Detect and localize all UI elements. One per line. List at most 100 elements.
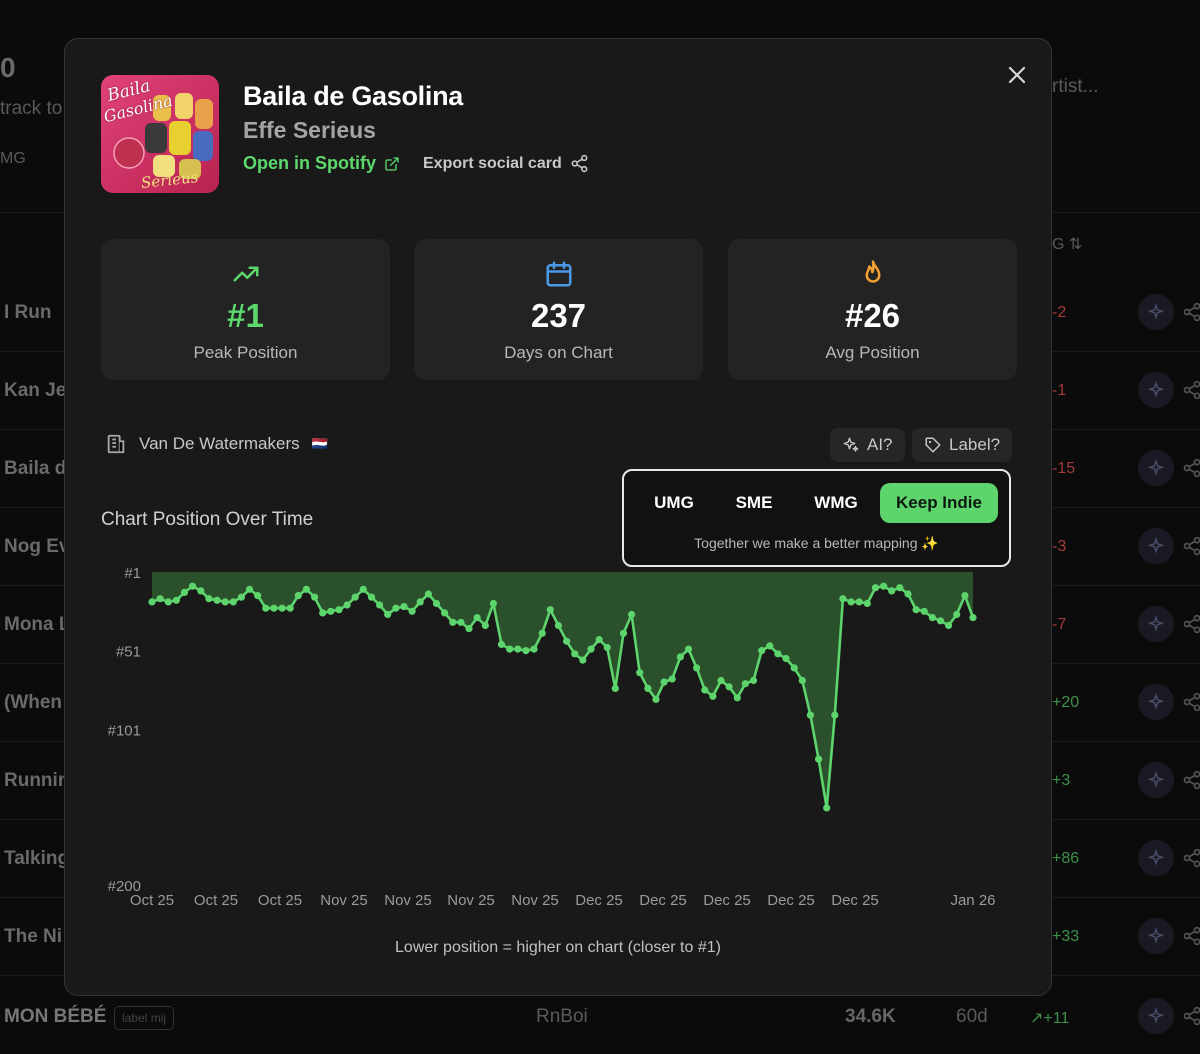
- stat-card-peak-position: #1 Peak Position: [101, 239, 390, 380]
- data-point: [148, 598, 156, 606]
- data-point: [717, 676, 725, 685]
- ai-flag-button[interactable]: AI?: [830, 428, 905, 462]
- bg-last-row[interactable]: MON BÉBÉ label mij RnBoi 34.6K 60d ↗+11: [0, 976, 1200, 1054]
- bg-ai-button[interactable]: [1138, 918, 1174, 954]
- data-point: [766, 642, 774, 650]
- data-point: [205, 595, 213, 603]
- bg-ai-button[interactable]: [1138, 998, 1174, 1034]
- data-point: [449, 618, 457, 626]
- x-tick-label: Dec 25: [575, 892, 623, 909]
- bg-ai-button[interactable]: [1138, 684, 1174, 720]
- bg-share-button[interactable]: [1182, 380, 1200, 405]
- stat-card-avg-position: #26 Avg Position: [728, 239, 1017, 380]
- share-icon[interactable]: [1182, 692, 1200, 712]
- bg-row-title: Talking: [4, 848, 70, 869]
- x-tick-label: Dec 25: [703, 892, 751, 909]
- share-icon[interactable]: [1182, 770, 1200, 790]
- label-flag-label: Label?: [949, 435, 1001, 454]
- share-icon[interactable]: [1182, 302, 1200, 322]
- bg-filter: MG: [0, 150, 26, 167]
- bg-share-button[interactable]: [1182, 770, 1200, 795]
- sparkle-icon: [1147, 537, 1165, 554]
- data-point: [473, 614, 481, 622]
- stat-value: #1: [227, 297, 264, 334]
- bg-share-button[interactable]: [1182, 302, 1200, 327]
- bg-ai-button[interactable]: [1138, 528, 1174, 564]
- open-in-spotify-link[interactable]: Open in Spotify: [243, 153, 400, 174]
- y-tick-label: #1: [124, 565, 141, 582]
- data-point: [928, 614, 937, 622]
- data-point: [741, 680, 750, 688]
- bg-label-badge: label mij: [114, 1006, 175, 1030]
- bg-count: 0: [0, 52, 16, 83]
- bg-ai-button[interactable]: [1138, 606, 1174, 642]
- data-point: [863, 599, 871, 608]
- data-point: [611, 684, 619, 693]
- map-option-sme[interactable]: SME: [735, 493, 773, 512]
- share-icon[interactable]: [1182, 614, 1200, 634]
- map-option-wmg[interactable]: WMG: [814, 493, 858, 512]
- share-icon[interactable]: [1182, 536, 1200, 556]
- share-icon[interactable]: [1182, 848, 1200, 868]
- data-point: [701, 686, 709, 694]
- data-point: [806, 711, 815, 719]
- data-point: [831, 711, 839, 719]
- share-icon[interactable]: [1182, 458, 1200, 478]
- map-option-umg[interactable]: UMG: [654, 493, 694, 512]
- share-icon[interactable]: [1182, 1006, 1200, 1026]
- bg-row-change: -3: [1052, 538, 1067, 555]
- sparkle-icon: [1147, 459, 1165, 476]
- bg-ai-button[interactable]: [1138, 762, 1174, 798]
- data-point: [237, 593, 245, 601]
- share-icon[interactable]: [1182, 926, 1200, 946]
- stat-label: Days on Chart: [504, 343, 613, 362]
- album-cover: Baila Gasolina Serieus: [101, 75, 219, 193]
- data-point: [506, 645, 514, 653]
- bg-search-input[interactable]: rtist...: [1052, 76, 1099, 97]
- bg-ai-button[interactable]: [1138, 450, 1174, 486]
- data-point: [416, 598, 424, 606]
- map-option-keep-indie[interactable]: Keep Indie: [880, 483, 998, 523]
- tag-icon: [925, 437, 941, 453]
- label-flag-button[interactable]: Label?: [912, 428, 1013, 462]
- track-detail-modal: Baila Gasolina Serieus Baila de Gasolina…: [64, 38, 1052, 996]
- data-point: [595, 636, 603, 644]
- mapping-note: Together we make a better mapping ✨: [694, 535, 939, 551]
- sparkle-icon: [1147, 303, 1165, 320]
- data-point: [871, 584, 880, 592]
- data-point: [465, 625, 473, 633]
- data-point: [652, 695, 660, 704]
- data-point: [262, 604, 270, 612]
- bg-row-title: Runnin: [4, 770, 70, 791]
- bg-sort-header[interactable]: G ⇅: [1052, 236, 1083, 253]
- bg-share-button[interactable]: [1182, 848, 1200, 873]
- data-point: [392, 604, 400, 612]
- data-point: [668, 675, 676, 683]
- bg-ai-button[interactable]: [1138, 294, 1174, 330]
- sparkle-icon: [1147, 615, 1165, 632]
- bg-ai-button[interactable]: [1138, 372, 1174, 408]
- country-flag: 🇳🇱: [311, 436, 328, 451]
- data-point: [213, 596, 221, 604]
- close-icon[interactable]: [1005, 63, 1029, 87]
- export-social-card-button[interactable]: Export social card: [423, 154, 589, 173]
- bg-share-button[interactable]: [1182, 536, 1200, 561]
- share-icon[interactable]: [1182, 380, 1200, 400]
- data-point: [733, 694, 741, 702]
- data-point: [245, 585, 254, 593]
- data-point: [880, 582, 888, 590]
- bg-ai-button[interactable]: [1138, 840, 1174, 876]
- bg-share-button[interactable]: [1182, 458, 1200, 483]
- track-title: Baila de Gasolina: [243, 81, 463, 111]
- data-point: [758, 647, 766, 655]
- data-point: [725, 683, 733, 691]
- data-point: [327, 607, 335, 615]
- data-point: [319, 609, 327, 617]
- stat-label: Avg Position: [825, 343, 920, 362]
- bg-share-button[interactable]: [1182, 692, 1200, 717]
- bg-row-change: -7: [1052, 616, 1067, 633]
- bg-share-button[interactable]: [1182, 614, 1200, 639]
- bg-row-change: -1: [1052, 382, 1067, 399]
- position-area-fill: [152, 572, 973, 808]
- bg-share-button[interactable]: [1182, 926, 1200, 951]
